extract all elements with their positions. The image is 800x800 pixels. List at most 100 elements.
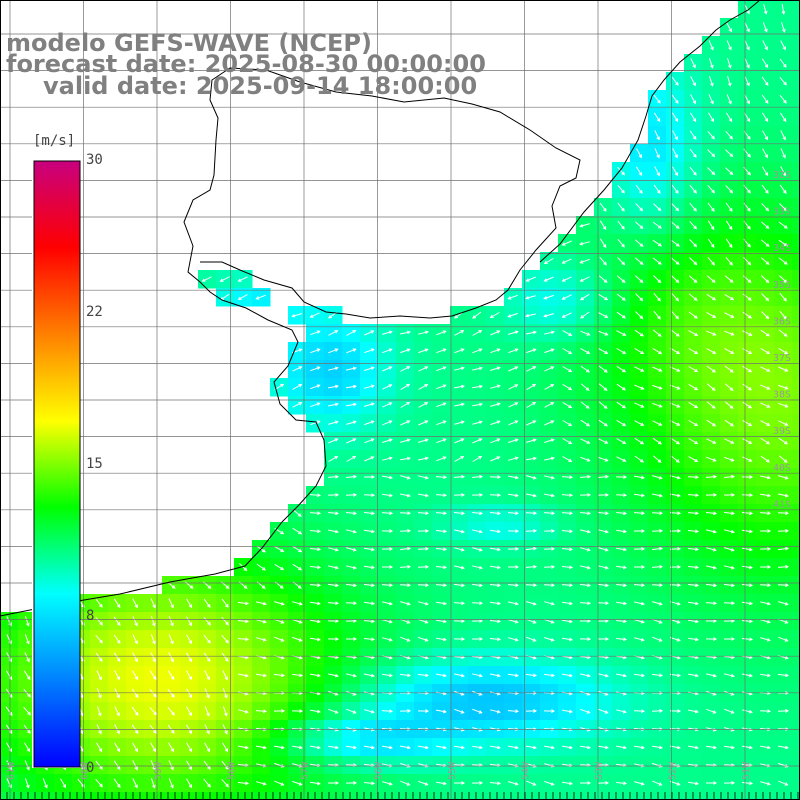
wind-arrow (707, 256, 716, 266)
arrow-shaft (634, 384, 644, 390)
wind-arrow (706, 312, 717, 318)
arrow-shaft (724, 708, 734, 714)
wind-arrow (741, 475, 754, 479)
arrow-shaft (760, 257, 770, 265)
arrow-head (370, 384, 375, 389)
wind-arrow (95, 652, 103, 662)
wind-arrow (634, 781, 645, 786)
arrow-head (26, 748, 31, 753)
field-cell (792, 594, 800, 613)
wind-arrow (724, 401, 734, 409)
wind-arrow (741, 511, 754, 516)
wind-arrow (472, 348, 483, 354)
wind-arrow (454, 745, 465, 750)
wind-arrow (346, 384, 357, 389)
arrow-head (371, 511, 376, 516)
arrow-head (730, 692, 735, 696)
wind-arrow (561, 276, 572, 282)
arrow-head (297, 513, 302, 517)
wind-arrow (688, 366, 699, 373)
arrow-head (746, 10, 750, 15)
arrow-head (605, 583, 610, 588)
arrow-head (188, 658, 193, 663)
arrow-shaft (132, 760, 138, 770)
arrow-shaft (562, 781, 572, 785)
arrow-head (605, 474, 610, 479)
wind-arrow (400, 366, 411, 372)
wind-arrow (508, 781, 519, 786)
colorbar-ramp (33, 160, 81, 768)
arrow-head (514, 402, 519, 406)
arrow-shaft (526, 601, 536, 605)
arrow-head (188, 676, 193, 681)
wind-arrow (525, 493, 537, 498)
wind-arrow (382, 402, 393, 408)
arrow-head (640, 655, 645, 660)
arrow-head (640, 475, 645, 480)
arrow-head (299, 673, 304, 678)
wind-arrow (597, 673, 609, 678)
field-cell (792, 324, 800, 343)
wind-arrow (489, 475, 502, 479)
arrow-head (27, 693, 31, 698)
wind-arrow (780, 148, 786, 159)
arrow-head (406, 655, 411, 660)
arrow-shaft (472, 403, 482, 407)
arrow-head (532, 420, 537, 424)
arrow-head (676, 620, 681, 624)
wind-arrow (616, 419, 627, 427)
arrow-head (317, 511, 322, 516)
arrow-head (695, 493, 700, 498)
arrow-shaft (742, 293, 752, 301)
wind-arrow (706, 348, 717, 354)
arrow-shaft (526, 745, 536, 749)
arrow-head (587, 619, 592, 623)
arrow-shaft (168, 778, 174, 788)
wind-arrow (706, 547, 717, 552)
wind-arrow (309, 312, 320, 318)
arrow-head (640, 332, 644, 337)
arrow-shaft (762, 130, 768, 140)
wind-arrow (777, 493, 789, 498)
wind-arrow (598, 727, 609, 732)
arrow-shaft (742, 565, 752, 569)
field-cell (792, 252, 800, 271)
arrow-shaft (727, 76, 731, 86)
arrow-shaft (688, 673, 698, 677)
arrow-head (188, 694, 193, 699)
wind-arrow (346, 330, 357, 336)
arrow-head (767, 583, 772, 588)
arrow-shaft (525, 331, 537, 335)
arrow-head (334, 348, 339, 352)
arrow-shaft (723, 512, 735, 514)
wind-arrow (327, 637, 340, 641)
arrow-head (388, 781, 393, 786)
arrow-head (388, 420, 393, 424)
field-cell (720, 792, 739, 800)
wind-arrow (706, 781, 718, 785)
wind-arrow (221, 652, 229, 662)
wind-arrow (381, 511, 394, 516)
arrow-head (712, 745, 717, 750)
arrow-shaft (724, 419, 734, 427)
arrow-shaft (526, 366, 536, 372)
arrow-head (514, 745, 519, 750)
wind-arrow (149, 706, 158, 716)
wind-arrow (489, 637, 502, 642)
arrow-shaft (23, 724, 31, 734)
arrow-head (623, 637, 628, 642)
wind-arrow (652, 239, 662, 247)
arrow-head (389, 511, 394, 516)
arrow-head (334, 727, 339, 732)
arrow-head (785, 564, 790, 569)
wind-arrow (599, 256, 607, 266)
arrow-shaft (741, 512, 753, 514)
wind-arrow (222, 706, 228, 717)
field-cell (396, 792, 415, 800)
arrow-shaft (186, 616, 192, 626)
arrow-shaft (186, 742, 192, 752)
wind-arrow (778, 420, 789, 426)
wind-arrow (472, 330, 483, 336)
arrow-head (603, 279, 608, 283)
arrow-shaft (654, 148, 660, 158)
